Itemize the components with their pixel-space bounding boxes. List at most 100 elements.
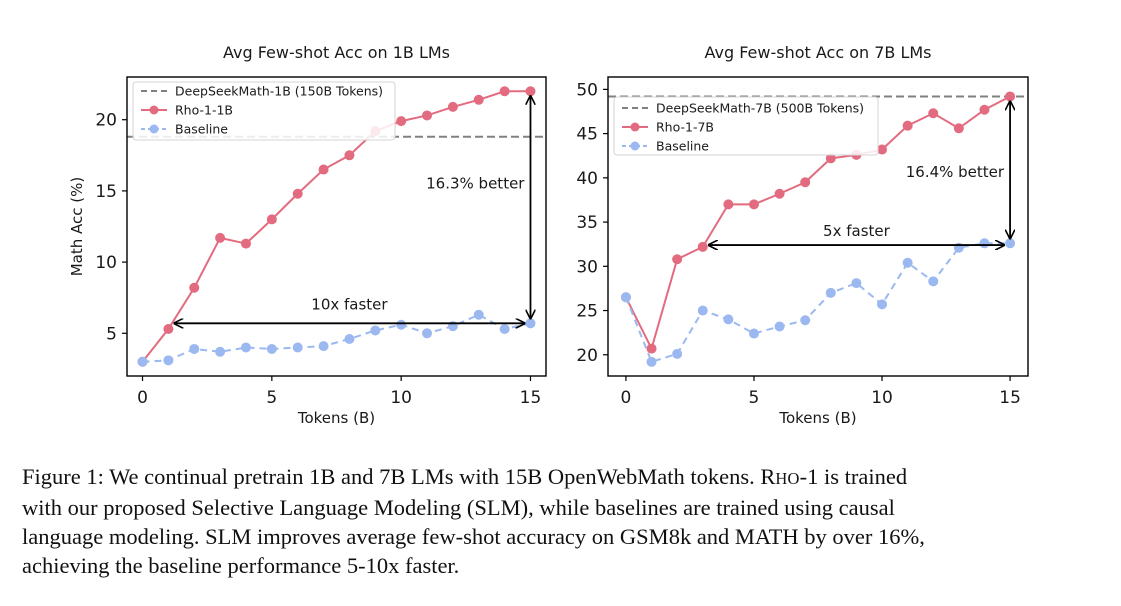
data-point-baseline: [723, 314, 734, 325]
caption-line-1: Figure 1: We continual pretrain 1B and 7…: [22, 462, 1102, 493]
data-point-rho-1-1b: [266, 214, 277, 225]
data-point-baseline: [825, 287, 836, 298]
data-point-rho-1-7b: [825, 153, 836, 164]
data-point-baseline: [370, 325, 381, 336]
data-point-baseline: [422, 328, 433, 339]
data-point-baseline: [851, 278, 862, 289]
y-tick-label: 35: [576, 213, 598, 233]
data-point-rho-1-1b: [525, 86, 536, 97]
x-tick-label: 15: [520, 388, 542, 408]
legend-marker: [630, 122, 640, 132]
data-point-baseline: [620, 292, 631, 303]
speedup-label: 5x faster: [823, 222, 891, 240]
caption-line-3: language modeling. SLM improves average …: [22, 524, 925, 549]
y-tick-label: 10: [95, 253, 117, 273]
data-point-baseline: [137, 356, 148, 367]
data-point-baseline: [318, 341, 329, 352]
y-tick-label: 5: [106, 324, 117, 344]
data-point-rho-1-7b: [697, 241, 708, 252]
data-point-baseline: [646, 356, 657, 367]
data-point-rho-1-1b: [447, 101, 458, 112]
data-point-baseline: [344, 333, 355, 344]
chart-title: Avg Few-shot Acc on 7B LMs: [704, 43, 931, 62]
caption-line-2: with our proposed Selective Language Mod…: [22, 495, 895, 520]
gain-label: 16.3% better: [426, 175, 525, 193]
legend-label: Rho-1-1B: [175, 103, 233, 118]
data-point-baseline: [266, 343, 277, 354]
data-point-rho-1-7b: [800, 177, 811, 188]
gain-label: 16.4% better: [906, 163, 1005, 181]
x-tick-label: 5: [266, 388, 277, 408]
data-point-baseline: [877, 299, 888, 310]
x-axis-label: Tokens (B): [778, 409, 856, 427]
data-point-rho-1-1b: [215, 232, 226, 243]
legend-box: [132, 81, 396, 141]
data-point-rho-1-7b: [774, 188, 785, 199]
data-point-rho-1-7b: [723, 199, 734, 210]
plot-frame: [126, 76, 547, 377]
data-point-baseline: [163, 355, 174, 366]
y-axis-label: Math Acc (%): [68, 177, 86, 277]
series-line-baseline: [624, 242, 1011, 364]
data-point-baseline: [292, 342, 303, 353]
y-tick-label: 30: [576, 257, 598, 277]
y-tick-label: 40: [576, 169, 598, 189]
data-point-baseline: [697, 305, 708, 316]
data-point-rho-1-1b: [344, 150, 355, 161]
data-point-baseline: [672, 348, 683, 359]
series-line-baseline: [142, 313, 531, 363]
speedup-label: 10x faster: [311, 295, 388, 313]
legend-marker: [149, 105, 159, 115]
data-point-baseline: [396, 319, 407, 330]
x-tick-label: 0: [621, 388, 632, 408]
y-tick-label: 50: [576, 80, 598, 100]
x-tick-label: 15: [999, 388, 1021, 408]
caption-line1-tail: -1 is trained: [799, 464, 908, 489]
chart-7b: Avg Few-shot Acc on 7B LMs 5x faster 16.4%…: [576, 43, 1029, 427]
data-point-rho-1-7b: [928, 108, 939, 119]
data-point-baseline: [473, 309, 484, 320]
data-point-baseline: [774, 321, 785, 332]
legend-marker: [630, 141, 640, 151]
x-tick-label: 10: [390, 388, 412, 408]
y-tick-label: 20: [576, 346, 598, 366]
figure: Avg Few-shot Acc on 1B LMs 10x faster 16.3…: [68, 43, 1029, 427]
data-point-rho-1-7b: [902, 120, 913, 131]
y-tick-label: 15: [95, 182, 117, 202]
data-point-rho-1-7b: [1005, 91, 1016, 102]
caption-line-4: achieving the baseline performance 5-10x…: [22, 553, 460, 578]
data-point-rho-1-1b: [240, 238, 251, 249]
x-tick-label: 0: [137, 388, 148, 408]
legend-box: [613, 96, 879, 156]
data-point-rho-1-7b: [979, 104, 990, 115]
data-point-rho-1-1b: [396, 116, 407, 127]
data-point-rho-1-7b: [646, 343, 657, 354]
plot-frame: [607, 76, 1029, 377]
data-point-rho-1-7b: [877, 144, 888, 155]
data-point-baseline: [1005, 238, 1016, 249]
data-point-rho-1-7b: [748, 199, 759, 210]
data-point-rho-1-1b: [163, 324, 174, 335]
legend-label: DeepSeekMath-1B (150B Tokens): [175, 84, 383, 99]
data-point-rho-1-1b: [318, 164, 329, 175]
data-point-rho-1-1b: [499, 86, 510, 97]
series-line-rho-1-1b: [141, 90, 531, 363]
figure-caption: Figure 1: We continual pretrain 1B and 7…: [22, 462, 1102, 580]
data-point-rho-1-1b: [189, 282, 200, 293]
y-tick-label: 45: [576, 125, 598, 145]
data-point-rho-1-7b: [672, 254, 683, 265]
data-point-baseline: [979, 238, 990, 249]
legend-label: Baseline: [175, 122, 228, 137]
x-tick-label: 5: [749, 388, 760, 408]
data-point-baseline: [902, 257, 913, 268]
legend: DeepSeekMath-1B (150B Tokens) Rho-1-1B Bas…: [132, 81, 396, 141]
caption-lead: Figure 1: We continual pretrain 1B and 7…: [22, 464, 776, 489]
y-tick-label: 20: [95, 111, 117, 131]
data-point-rho-1-1b: [473, 94, 484, 105]
chart-1b: Avg Few-shot Acc on 1B LMs 10x faster 16.3…: [68, 43, 547, 427]
data-point-rho-1-1b: [422, 110, 433, 121]
legend: DeepSeekMath-7B (500B Tokens) Rho-1-7B Bas…: [613, 96, 879, 156]
legend-label: Rho-1-7B: [656, 120, 714, 135]
legend-label: Baseline: [656, 139, 709, 154]
data-point-baseline: [748, 328, 759, 339]
